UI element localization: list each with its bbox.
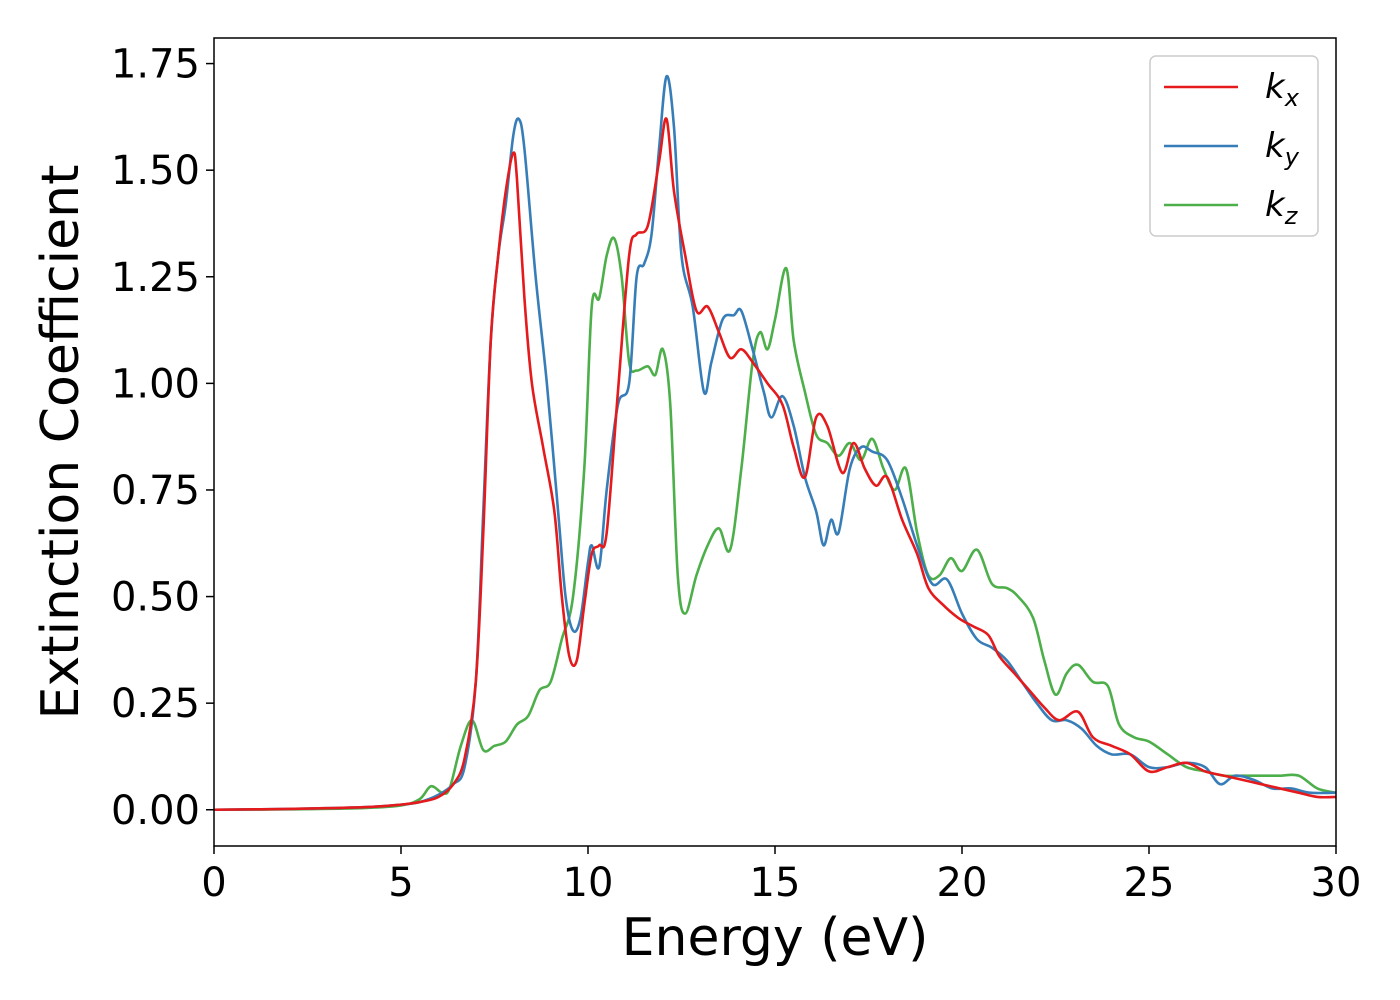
y-tick-label: 1.75	[111, 42, 200, 88]
series-line-k-x	[214, 117, 1336, 812]
plot-lines	[214, 75, 1336, 812]
legend-label-k-x: kx	[1265, 67, 1300, 112]
y-tick-label: 1.25	[111, 255, 200, 301]
y-axis-title: Extinction Coefficient	[31, 165, 91, 720]
legend: kx ky kz	[1149, 55, 1319, 237]
x-tick-label: 5	[388, 860, 413, 906]
y-tick-label: 0.75	[111, 468, 200, 514]
x-tick-label: 10	[563, 860, 614, 906]
y-tick-label: 1.50	[111, 148, 200, 194]
x-axis-title: Energy (eV)	[622, 908, 929, 968]
x-tick-label: 0	[201, 860, 226, 906]
y-tick-label: 1.00	[111, 361, 200, 407]
y-tick-label: 0.25	[111, 681, 200, 727]
x-tick-label: 20	[937, 860, 988, 906]
legend-label-k-y: ky	[1265, 126, 1300, 171]
series-line-k-z	[214, 236, 1336, 812]
y-tick-label: 0.50	[111, 575, 200, 621]
y-axis: 0.00 0.25 0.50 0.75 1.00 1.25 1.50 1.75	[111, 42, 214, 834]
y-tick-label: 0.00	[111, 788, 200, 834]
legend-label-k-z: kz	[1265, 185, 1299, 230]
x-tick-label: 15	[750, 860, 801, 906]
x-axis: 0 5 10 15 20 25 30	[201, 846, 1361, 906]
x-tick-label: 25	[1124, 860, 1175, 906]
x-tick-label: 30	[1311, 860, 1362, 906]
